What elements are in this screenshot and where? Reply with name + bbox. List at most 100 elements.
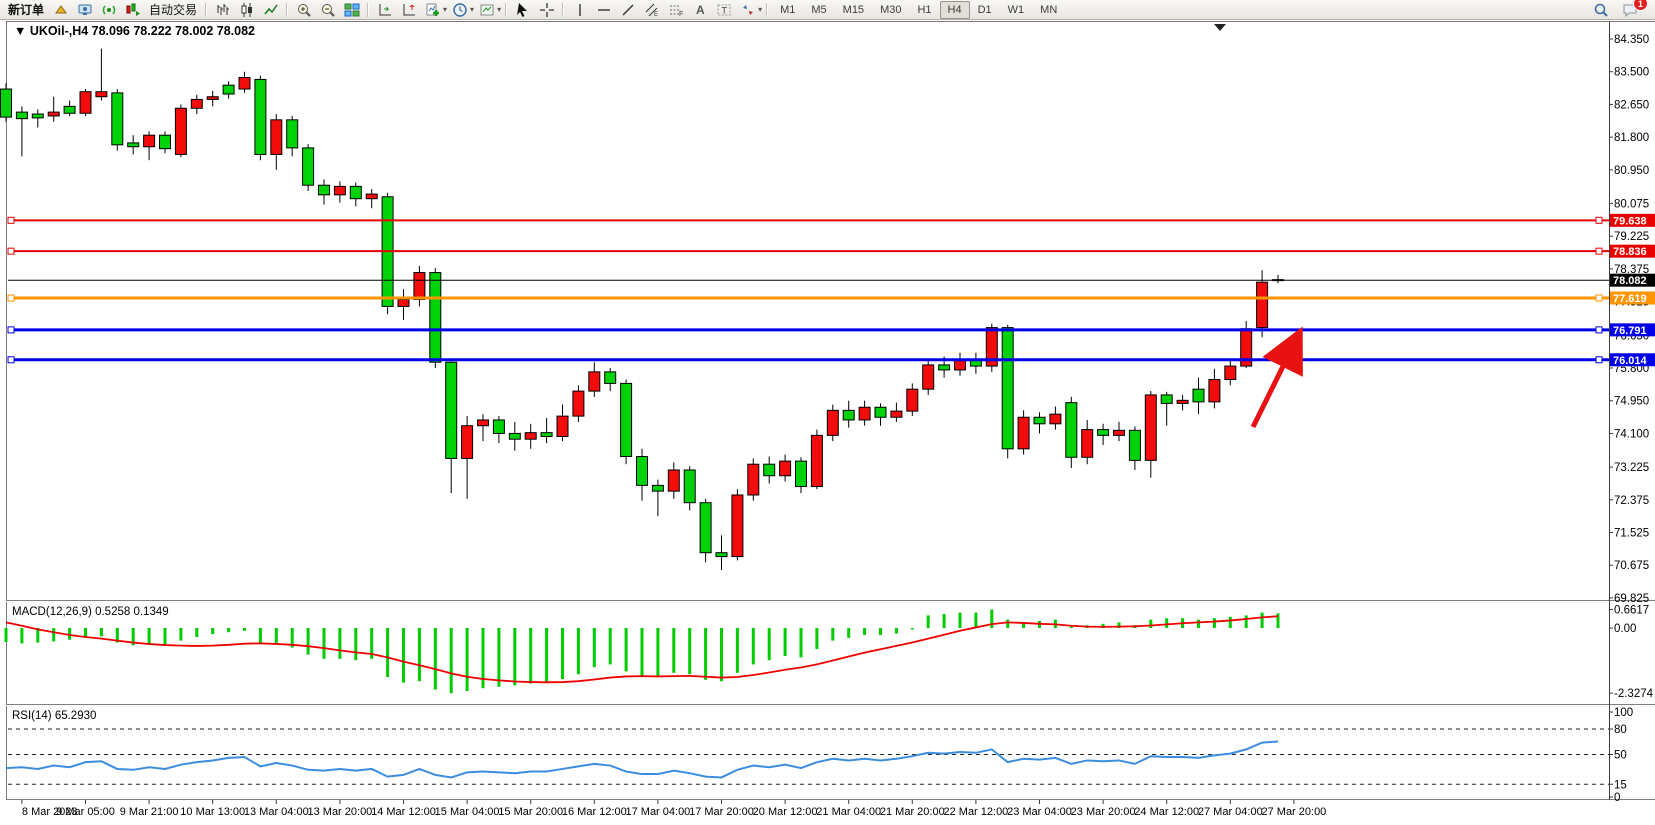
line-handle[interactable] [1595, 216, 1603, 224]
price-line-label: 76.014 [1613, 355, 1648, 367]
line-handle[interactable] [7, 326, 15, 334]
price-line-label-box [1610, 213, 1655, 227]
templates-icon[interactable] [475, 1, 498, 18]
timeframe-mn[interactable]: MN [1040, 3, 1058, 16]
timeframe-d1[interactable]: D1 [977, 3, 992, 16]
candle-up [397, 299, 410, 307]
candle-down [63, 105, 76, 114]
price-tick-label: 69.825 [1614, 593, 1649, 605]
line-chart-type-icon[interactable] [259, 1, 282, 18]
candle-up [906, 388, 919, 412]
line-handle[interactable] [1595, 294, 1603, 302]
candle-down [699, 502, 712, 554]
line-handle[interactable] [7, 294, 15, 302]
time-tick-label: 10 Mar 13:00 [180, 806, 245, 818]
candle-up [270, 119, 283, 155]
trendline-tool-icon[interactable] [616, 1, 639, 18]
bar-chart-type-icon[interactable] [211, 1, 234, 18]
line-handle[interactable] [1595, 247, 1603, 255]
fibonacci-tool-icon[interactable]: F [664, 1, 687, 18]
chart-shift-icon[interactable] [397, 1, 420, 18]
candle-down [1160, 394, 1173, 404]
price-tick-label: 81.800 [1614, 132, 1649, 144]
candle-down [286, 119, 299, 149]
price-line-label-box [1610, 291, 1655, 305]
periods-dropdown-icon[interactable]: ▾ [470, 5, 475, 14]
candle-down [445, 361, 458, 459]
notifications-icon[interactable]: 1 [1618, 0, 1648, 18]
price-tick-label: 84.350 [1614, 34, 1649, 46]
new-order-button[interactable]: 新订单 [8, 3, 45, 17]
line-handle[interactable] [1595, 356, 1603, 364]
candle-up [954, 359, 966, 371]
chart-shift-marker[interactable] [1214, 24, 1226, 31]
zoom-out-icon[interactable] [316, 1, 339, 18]
timeframe-h1[interactable]: H1 [917, 3, 932, 16]
main-toolbar: 新订单 自动交易 [0, 0, 1655, 20]
candle-down [874, 406, 887, 418]
timeframe-m5[interactable]: M5 [811, 3, 827, 16]
price-tick-label: 78.375 [1614, 264, 1649, 276]
arrows-tool-icon[interactable] [736, 1, 759, 18]
price-tick-label: 83.500 [1614, 67, 1649, 79]
timeframe-w1[interactable]: W1 [1007, 3, 1025, 16]
search-icon[interactable] [1589, 1, 1612, 18]
time-tick-label: 13 Mar 20:00 [307, 806, 372, 818]
templates-dropdown-icon[interactable]: ▾ [497, 5, 502, 14]
auto-scroll-icon[interactable] [373, 1, 396, 18]
annotation-arrow[interactable] [1250, 326, 1303, 429]
candle-up [477, 419, 489, 427]
indicators-dropdown-icon[interactable]: ▾ [443, 5, 448, 14]
notification-badge: 1 [1633, 0, 1648, 11]
candle-down [1192, 388, 1205, 403]
text-tool-icon[interactable]: A [688, 1, 711, 18]
timeframe-m15[interactable]: M15 [842, 3, 865, 16]
indicators-icon[interactable] [421, 1, 444, 18]
timeframe-m30[interactable]: M30 [880, 3, 902, 16]
candlestick-chart-type-icon[interactable] [235, 1, 258, 18]
price-tick-label: 72.375 [1614, 495, 1649, 507]
candle-down [795, 460, 807, 488]
market-watch-icon[interactable] [49, 1, 72, 18]
auto-trading-icon[interactable] [121, 1, 144, 18]
signals-icon[interactable] [97, 1, 120, 18]
price-line-label-box [1610, 244, 1655, 258]
candle-up [747, 463, 760, 496]
time-tick-label: 16 Mar 12:00 [562, 806, 627, 818]
periods-clock-icon[interactable] [448, 1, 471, 18]
text-label-tool-icon[interactable]: T [712, 1, 735, 18]
candle-down [1128, 429, 1141, 461]
timeframe-h4[interactable]: H4 [939, 0, 970, 19]
channel-tool-icon[interactable]: E [640, 1, 663, 18]
price-tick-label: 71.525 [1614, 528, 1649, 540]
rsi-tick-label: 100 [1614, 707, 1633, 719]
line-handle[interactable] [7, 216, 15, 224]
line-handle[interactable] [1595, 326, 1603, 334]
horizontal-line-tool-icon[interactable] [592, 1, 615, 18]
terminal-icon[interactable] [73, 1, 96, 18]
line-handle[interactable] [7, 247, 15, 255]
candle-down [111, 92, 124, 146]
crosshair-icon[interactable] [535, 1, 558, 18]
auto-trading-button[interactable]: 自动交易 [149, 3, 198, 17]
candle-down [254, 78, 267, 155]
vertical-line-tool-icon[interactable] [568, 1, 591, 18]
rsi-tick-label: 80 [1614, 724, 1627, 736]
tile-windows-icon[interactable] [340, 1, 363, 18]
candle-up [890, 410, 903, 418]
time-tick-label: 27 Mar 20:00 [1261, 806, 1326, 818]
timeframe-m1[interactable]: M1 [780, 3, 796, 16]
candle-up [810, 434, 823, 488]
arrows-dropdown-icon[interactable]: ▾ [758, 5, 763, 14]
time-tick-label: 9 Mar 21:00 [120, 806, 179, 818]
cursor-icon[interactable] [511, 1, 534, 18]
line-handle[interactable] [7, 356, 15, 364]
candle-up [588, 371, 601, 392]
candle-down [636, 456, 648, 486]
time-tick-label: 21 Mar 04:00 [816, 806, 881, 818]
svg-text:T: T [721, 5, 727, 15]
zoom-in-icon[interactable] [292, 1, 315, 18]
price-tick-label: 80.950 [1614, 165, 1649, 177]
candle-down [1001, 327, 1014, 450]
